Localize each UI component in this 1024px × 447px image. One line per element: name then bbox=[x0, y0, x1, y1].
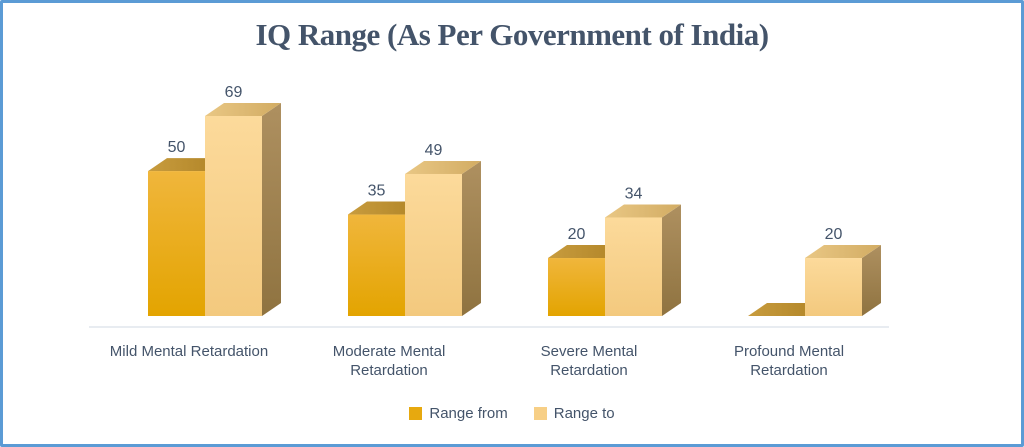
legend-label-range-to: Range to bbox=[553, 405, 615, 422]
bar-range-from-mild-mental-retardation bbox=[148, 171, 205, 316]
bar-range-to-moderate-mental-retardation-side bbox=[462, 160, 481, 316]
bar-range-from-moderate-mental-retardation bbox=[348, 214, 405, 316]
bar-range-to-profound-mental-retardation-top bbox=[805, 245, 881, 259]
bar-range-from-severe-mental-retardation bbox=[548, 258, 605, 316]
bar-range-to-profound-mental-retardation bbox=[805, 258, 862, 316]
category-label-profound: Profound Mental Retardation bbox=[733, 343, 845, 379]
category-label-moderate: Moderate Mental Retardation bbox=[332, 343, 446, 379]
chart-title: IQ Range (As Per Government of India) bbox=[255, 17, 769, 52]
bar-range-from-moderate-mental-retardation-value-label: 35 bbox=[368, 183, 386, 200]
category-label-mild: Mild Mental Retardation bbox=[109, 343, 269, 360]
bar-range-to-mild-mental-retardation-top bbox=[205, 103, 281, 116]
bar-range-to-profound-mental-retardation-side bbox=[862, 245, 881, 316]
bar-range-to-severe-mental-retardation-top bbox=[605, 204, 681, 218]
legend-marker-range-to-icon bbox=[533, 407, 547, 420]
bar-range-to-severe-mental-retardation-value-label: 34 bbox=[625, 185, 643, 202]
bar-range-to-moderate-mental-retardation bbox=[405, 173, 462, 316]
chart-legend: Range from Range to bbox=[3, 405, 1021, 422]
legend-label-range-from: Range from bbox=[429, 405, 508, 422]
legend-item-range-from: Range from bbox=[409, 405, 508, 422]
legend-marker-range-from-icon bbox=[409, 407, 423, 420]
bar-range-to-profound-mental-retardation-value-label: 20 bbox=[825, 226, 843, 243]
bar-chart-plot: 50 69 35 49 20 34 20 bbox=[89, 84, 889, 328]
bar-range-to-mild-mental-retardation bbox=[205, 116, 262, 316]
bar-range-to-severe-mental-retardation-side bbox=[662, 204, 681, 316]
bar-range-from-mild-mental-retardation-value-label: 50 bbox=[168, 139, 186, 156]
category-label-severe: Severe Mental Retardation bbox=[540, 343, 638, 379]
bar-range-to-mild-mental-retardation-value-label: 69 bbox=[225, 84, 243, 101]
bar-range-to-mild-mental-retardation-side bbox=[262, 103, 281, 316]
bar-range-from-severe-mental-retardation-value-label: 20 bbox=[568, 226, 586, 243]
legend-item-range-to: Range to bbox=[533, 405, 615, 422]
bar-range-to-moderate-mental-retardation-value-label: 49 bbox=[425, 142, 443, 159]
bar-range-to-severe-mental-retardation bbox=[605, 217, 662, 316]
bar-range-to-moderate-mental-retardation-top bbox=[405, 160, 481, 174]
